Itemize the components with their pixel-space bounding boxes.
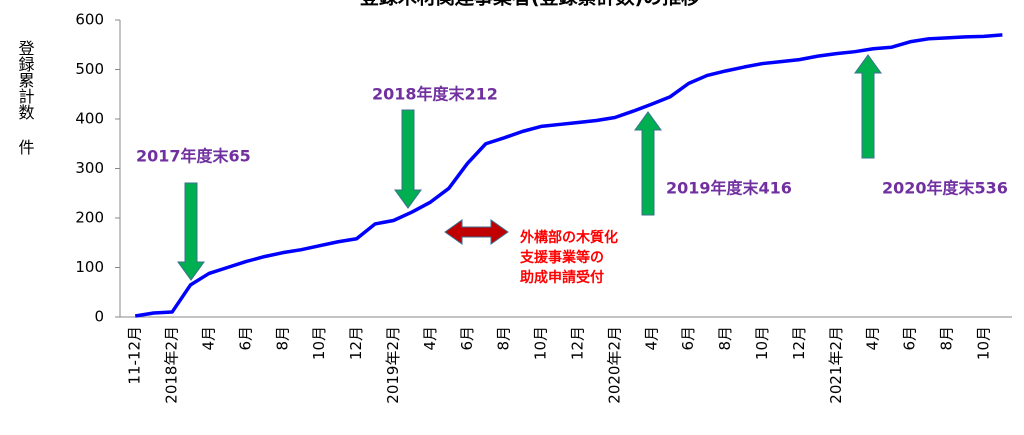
x-tick-label: 12月 <box>347 326 365 360</box>
period-arrow <box>444 219 509 245</box>
x-tick-label: 12月 <box>790 326 808 360</box>
annotation: 2020年度末536 <box>882 179 1008 198</box>
x-tick-label: 4月 <box>864 326 882 351</box>
x-tick-label: 4月 <box>642 326 660 351</box>
annotation: 2017年度末65 <box>136 147 251 166</box>
x-tick-label: 6月 <box>458 326 476 351</box>
y-tick-label: 400 <box>75 110 104 128</box>
y-axis-label: 登録累計数 件 <box>16 40 35 155</box>
x-tick-label: 6月 <box>679 326 697 351</box>
y-tick-label: 600 <box>75 11 104 29</box>
x-tick-label: 4月 <box>421 326 439 351</box>
arrow <box>394 109 422 209</box>
arrow <box>177 182 205 281</box>
x-tick-label: 8月 <box>273 326 291 351</box>
y-tick-label: 0 <box>94 308 104 326</box>
x-tick-label: 4月 <box>200 326 218 351</box>
x-tick-label: 11-12月 <box>126 326 144 385</box>
x-tick-label: 2020年2月 <box>605 326 623 404</box>
arrow <box>634 111 662 216</box>
y-tick-label: 300 <box>75 159 104 177</box>
x-tick-label: 8月 <box>495 326 513 351</box>
x-tick-label: 2019年2月 <box>384 326 402 404</box>
x-tick-label: 6月 <box>901 326 919 351</box>
chart-title: 登録木材関連事業者(登録累計数)の推移 <box>359 0 700 9</box>
arrow <box>854 54 882 159</box>
x-tick-label: 8月 <box>716 326 734 351</box>
note: 助成申請受付 <box>520 269 604 286</box>
y-tick-label: 100 <box>75 258 104 276</box>
x-tick-label: 10月 <box>310 326 328 360</box>
x-tick-label: 2021年2月 <box>827 326 845 404</box>
note: 外構部の木質化 <box>520 229 618 246</box>
x-tick-label: 2018年2月 <box>163 326 181 404</box>
x-tick-label: 12月 <box>569 326 587 360</box>
x-tick-label: 10月 <box>753 326 771 360</box>
x-tick-label: 6月 <box>236 326 254 351</box>
x-tick-label: 10月 <box>974 326 992 360</box>
y-tick-label: 200 <box>75 209 104 227</box>
y-tick-label: 500 <box>75 60 104 78</box>
annotation: 2018年度末212 <box>372 85 498 104</box>
data-line <box>134 33 1003 318</box>
x-tick-label: 10月 <box>532 326 550 360</box>
x-tick-label: 8月 <box>938 326 956 351</box>
annotation: 2019年度末416 <box>666 179 792 198</box>
note: 支援事業等の <box>519 249 604 266</box>
